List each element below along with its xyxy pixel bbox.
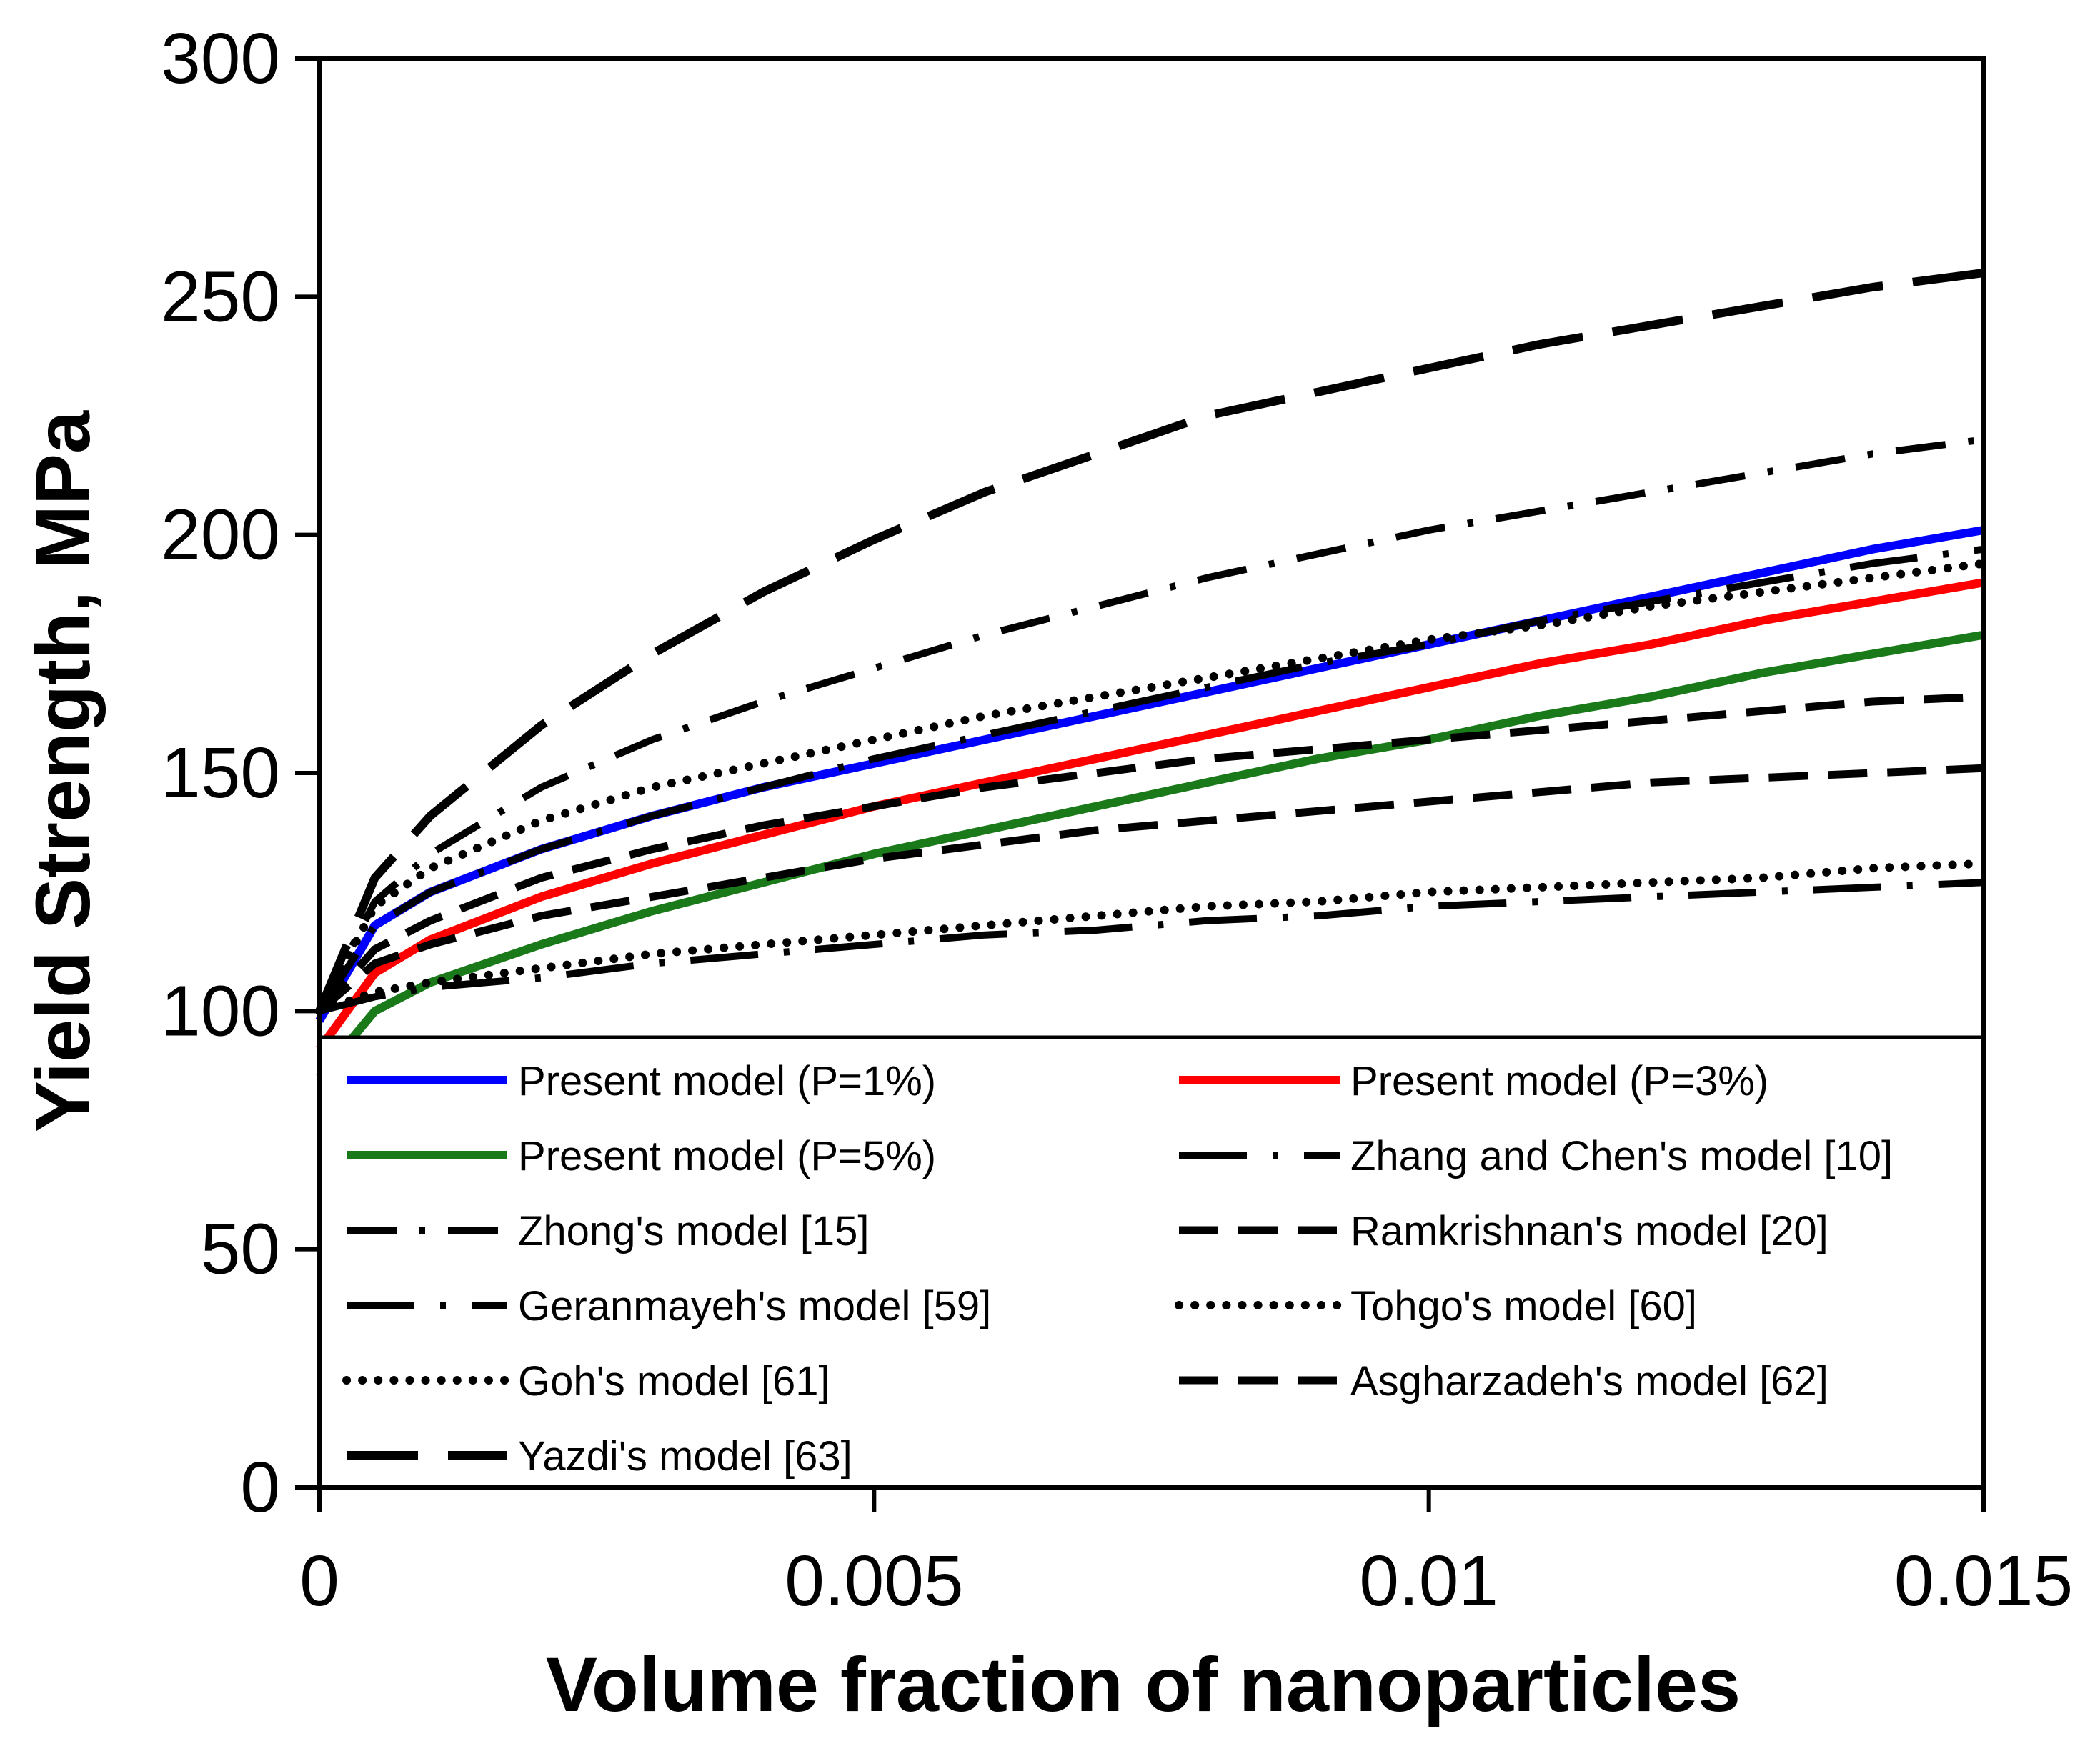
series-line-11 (315, 269, 1984, 1013)
legend-label-1: Present model (P=1%) (518, 1058, 936, 1104)
x-tick-label: 0.01 (1359, 1541, 1498, 1621)
legend-label-4: Zhang and Chen's model [10] (1350, 1133, 1893, 1179)
legend-label-10: Asgharzadeh's model [62] (1350, 1358, 1828, 1405)
legend: Present model (P=1%) Present model (P=3%)… (342, 1058, 1893, 1480)
y-tick-label: 300 (161, 19, 280, 99)
series-line-2 (316, 578, 1985, 1052)
y-tick-label: 0 (240, 1447, 280, 1527)
series-line-10 (316, 692, 1984, 1014)
series-line-9 (315, 559, 1988, 1016)
series-line-6 (317, 764, 1984, 1014)
legend-label-3: Present model (P=5%) (518, 1133, 936, 1179)
x-axis-title: Volume fraction of nanoparticles (546, 1641, 1741, 1727)
legend-label-5: Zhong's model [15] (518, 1208, 869, 1254)
axes: 0 50 100 150 200 250 300 0 0.005 0.01 0.015 (161, 19, 2073, 1621)
x-tick-label: 0 (299, 1541, 339, 1621)
series-line-7 (318, 879, 1984, 1015)
y-tick-label: 250 (161, 256, 280, 336)
series-line-1 (315, 526, 1985, 1023)
series-line-8 (315, 859, 1988, 1016)
legend-label-6: Ramkrishnan's model [20] (1350, 1208, 1828, 1254)
legend-box (317, 1035, 1986, 1490)
legend-label-2: Present model (P=3%) (1350, 1058, 1768, 1104)
x-tick-label: 0.015 (1894, 1541, 2073, 1621)
y-tick-label: 200 (161, 495, 280, 575)
y-tick-label: 50 (201, 1209, 280, 1289)
y-tick-label: 150 (161, 733, 280, 813)
series-line-3 (316, 630, 1985, 1081)
legend-label-9: Goh's model [61] (518, 1358, 830, 1405)
x-tick-label: 0.005 (785, 1541, 963, 1621)
y-tick-label: 100 (161, 971, 280, 1051)
y-axis-title: Yield Strength, MPa (19, 410, 106, 1132)
legend-label-7: Geranmayeh's model [59] (518, 1283, 991, 1330)
legend-label-8: Tohgo's model [60] (1350, 1283, 1697, 1330)
series-group (315, 269, 1988, 1081)
series-line-5 (316, 436, 1984, 1013)
legend-label-11: Yazdi's model [63] (518, 1433, 852, 1480)
